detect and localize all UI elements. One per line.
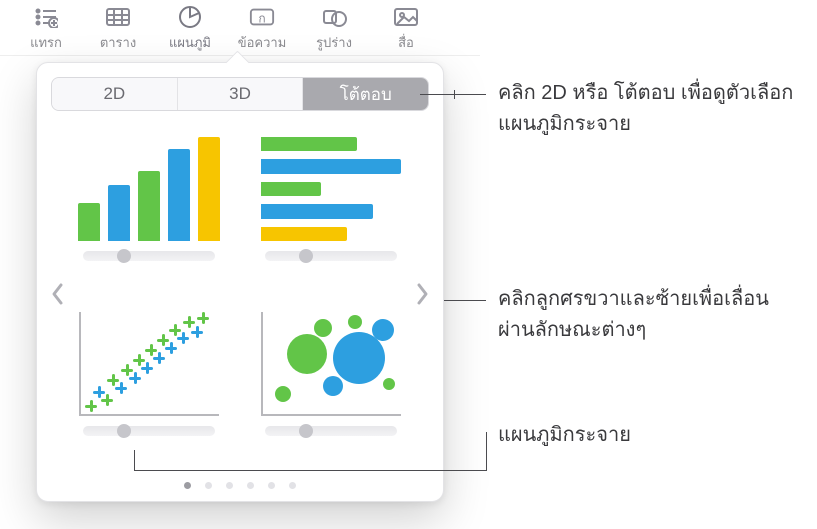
callout-line <box>450 94 451 95</box>
chart-icon <box>177 4 203 30</box>
bar-chart-thumb <box>261 137 401 241</box>
callout-line <box>134 470 486 471</box>
media-icon <box>393 4 419 30</box>
toolbar-table-label: ตาราง <box>100 32 136 53</box>
callout-line <box>134 450 135 470</box>
chart-grid <box>51 111 429 476</box>
shape-icon <box>321 4 347 30</box>
bubble-chart-thumb <box>261 312 401 416</box>
page-dot[interactable] <box>205 482 212 489</box>
toolbar-chart-label: แผนภูมิ <box>169 32 211 53</box>
callout-tabs: คลิก 2D หรือ โต้ตอบ เพื่อดูตัวเลือกแผนภู… <box>498 78 798 140</box>
mini-slider <box>83 426 215 436</box>
column-chart-thumb <box>79 137 219 241</box>
toolbar-insert-label: แทรก <box>30 32 62 53</box>
page-dot[interactable] <box>289 482 296 489</box>
svg-text:ก: ก <box>258 12 265 26</box>
chart-prev-arrow[interactable] <box>47 274 67 314</box>
callout-line <box>420 94 486 95</box>
callout-line <box>454 90 455 91</box>
page-dot[interactable] <box>184 482 191 489</box>
toolbar-shape-label: รูปร่าง <box>316 32 352 53</box>
callout-line <box>444 300 486 301</box>
callout-line <box>454 90 455 99</box>
mini-slider <box>265 426 397 436</box>
toolbar-text-label: ข้อความ <box>238 32 287 53</box>
scatter-chart-thumb <box>79 312 219 416</box>
insert-icon <box>33 4 59 30</box>
toolbar-media[interactable]: สื่อ <box>370 4 442 53</box>
callout-scatter: แผนภูมิกระจาย <box>498 420 798 451</box>
toolbar-shape[interactable]: รูปร่าง <box>298 4 370 53</box>
table-icon <box>105 4 131 30</box>
toolbar-media-label: สื่อ <box>398 32 414 53</box>
page-dot[interactable] <box>226 482 233 489</box>
mini-slider <box>265 251 397 261</box>
toolbar: แทรก ตาราง แผนภูมิ ก ข้อความ <box>0 0 480 56</box>
toolbar-table[interactable]: ตาราง <box>82 4 154 53</box>
page-dot[interactable] <box>247 482 254 489</box>
toolbar-text[interactable]: ก ข้อความ <box>226 4 298 53</box>
chart-option-column[interactable] <box>69 137 229 296</box>
callout-arrows: คลิกลูกศรขวาและซ้ายเพื่อเลื่อนผ่านลักษณะ… <box>498 284 798 346</box>
mini-slider <box>83 251 215 261</box>
toolbar-chart[interactable]: แผนภูมิ <box>154 4 226 53</box>
chart-option-bar[interactable] <box>251 137 411 296</box>
chart-next-arrow[interactable] <box>413 274 433 314</box>
segment-3d[interactable]: 3D <box>178 78 304 110</box>
chart-type-segmented: 2D 3D โต้ตอบ <box>51 77 429 111</box>
page-dot[interactable] <box>268 482 275 489</box>
segment-2d[interactable]: 2D <box>52 78 178 110</box>
toolbar-insert[interactable]: แทรก <box>10 4 82 53</box>
callout-line <box>486 432 487 471</box>
chart-popover: 2D 3D โต้ตอบ <box>36 62 444 502</box>
chart-option-scatter[interactable] <box>69 312 229 471</box>
chart-option-bubble[interactable] <box>251 312 411 471</box>
page-dots <box>51 476 429 491</box>
text-icon: ก <box>249 4 275 30</box>
segment-interactive[interactable]: โต้ตอบ <box>303 78 428 110</box>
